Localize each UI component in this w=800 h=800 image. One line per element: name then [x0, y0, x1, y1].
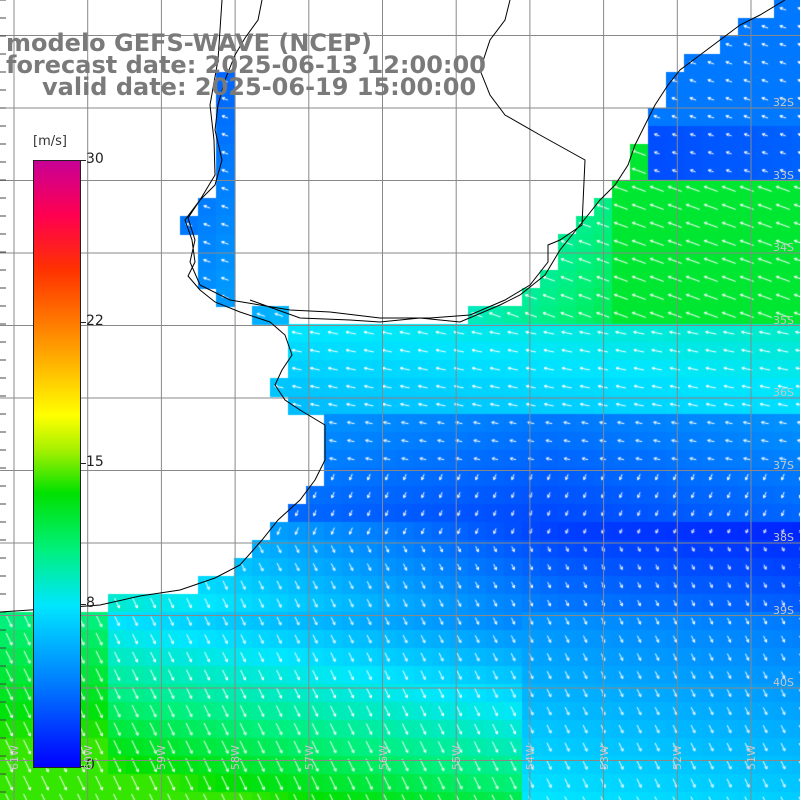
longitude-label: 59W [155, 745, 169, 770]
colorbar-label: 22 [86, 312, 104, 329]
colorbar-label: 30 [86, 151, 104, 167]
longitude-label: 52W [671, 745, 685, 770]
coastline [0, 0, 786, 613]
longitude-label: 56W [376, 745, 390, 770]
longitude-label: 54W [523, 745, 537, 770]
colorbar-label: 8 [86, 595, 95, 612]
latitude-label: 36S [773, 386, 794, 399]
colorbar-tick [80, 321, 86, 323]
colorbar-unit: [m/s] [33, 134, 67, 149]
latitude-label: 35S [773, 313, 794, 327]
longitude-label: 55W [450, 745, 464, 770]
longitude-label: 51W [745, 745, 758, 770]
latitude-label: 39S [773, 603, 794, 617]
colorbar [33, 160, 81, 768]
longitude-label: 61W [8, 745, 21, 770]
latitude-label: 34S [773, 241, 794, 254]
model-title: modelo GEFS-WAVE (NCEP) [6, 29, 372, 57]
latitude-label: 38S [773, 531, 794, 544]
latitude-label: 37S [773, 458, 794, 472]
colorbar-tick [80, 463, 86, 464]
colorbar-tick [80, 604, 86, 606]
longitude-label: 57W [302, 745, 316, 770]
longitude-label: 58W [229, 745, 243, 770]
colorbar-label: 15 [86, 454, 104, 470]
forecast-date: forecast date: 2025-06-13 12:00:00 [6, 51, 486, 79]
latitude-label: 40S [773, 676, 794, 689]
valid-date: valid date: 2025-06-19 15:00:00 [42, 73, 477, 101]
longitude-label: 53W [597, 745, 611, 770]
colorbar-tick [80, 766, 86, 767]
longitude-label: 60W [81, 745, 95, 770]
latitude-label: 32S [773, 96, 794, 109]
colorbar-tick [80, 160, 86, 161]
colorbar-label: 0 [86, 757, 95, 773]
latitude-label: 33S [773, 168, 794, 182]
